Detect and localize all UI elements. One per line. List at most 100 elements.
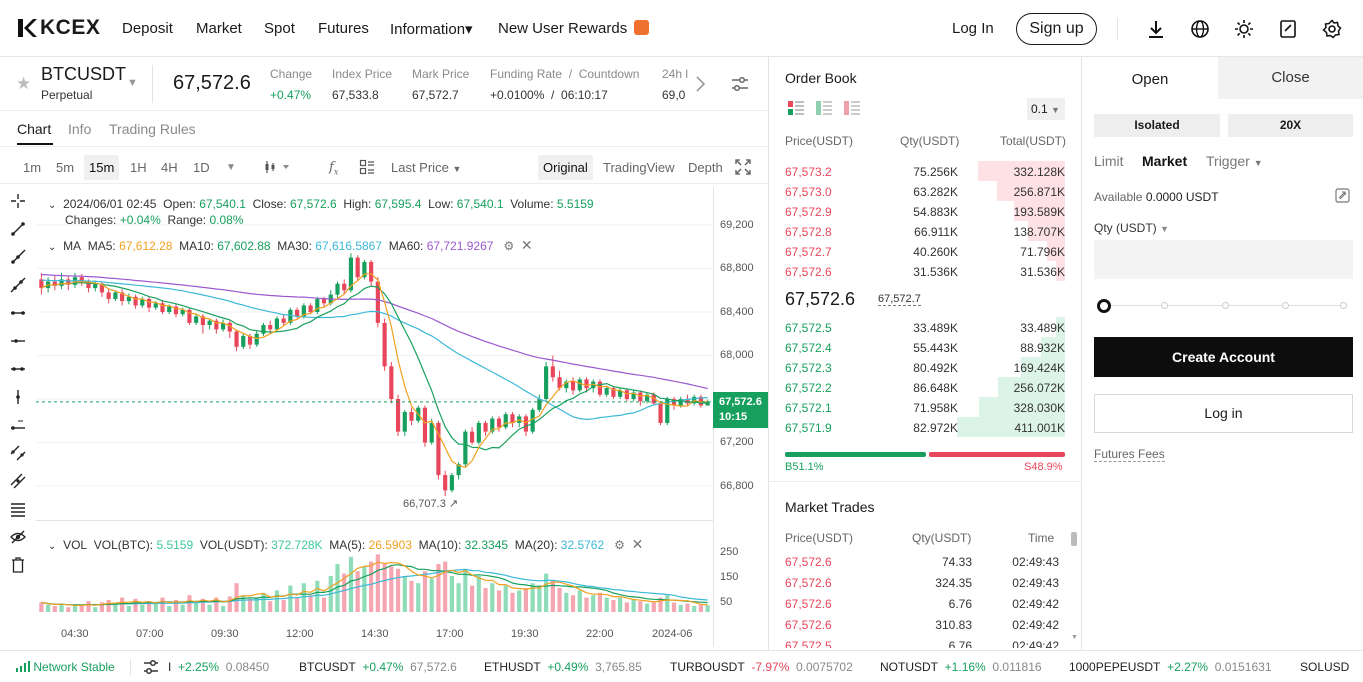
bottom-ticker-item[interactable]: BTCUSDT +0.47% 67,572.6 (299, 660, 457, 674)
bid-row[interactable]: 67,572.3 80.492K 169.424K (785, 357, 1065, 377)
ray-line-icon[interactable] (10, 249, 26, 265)
collapse-vol-icon[interactable]: ⌄ (48, 541, 57, 552)
scroll-right-icon[interactable] (692, 74, 708, 94)
ticker-settings-icon[interactable] (730, 74, 750, 94)
order-type-limit[interactable]: Limit (1094, 153, 1124, 169)
layout-icon[interactable] (359, 159, 375, 175)
tab-info[interactable]: Info (68, 121, 92, 137)
login-button[interactable]: Log in (1094, 394, 1353, 433)
collapse-ma-icon[interactable]: ⌄ (48, 242, 57, 253)
orderbook-view-bids-icon[interactable] (816, 101, 832, 115)
slider-step[interactable] (1282, 302, 1289, 309)
bottom-ticker-item[interactable]: SOLUSD (1300, 660, 1359, 674)
hide-drawings-icon[interactable] (10, 529, 26, 545)
slider-step[interactable] (1340, 302, 1347, 309)
nav-market[interactable]: Market (196, 20, 242, 37)
trend-line-icon[interactable] (10, 221, 26, 237)
horizontal-segment-icon[interactable] (10, 361, 26, 377)
bottom-ticker-item[interactable]: I +2.25% 0.08450 (168, 660, 269, 674)
extended-line-icon[interactable] (10, 277, 26, 293)
vertical-line-icon[interactable] (10, 389, 26, 405)
slider-step[interactable] (1161, 302, 1168, 309)
bottom-ticker-item[interactable]: 1000PEPEUSDT +2.27% 0.0151631 (1069, 660, 1272, 674)
timeframe-1d[interactable]: 1D (193, 160, 210, 175)
tab-close[interactable]: Close (1218, 57, 1363, 99)
ask-row[interactable]: 67,573.2 75.256K 332.128K (785, 161, 1065, 181)
margin-mode-button[interactable]: Isolated (1094, 114, 1220, 137)
parallel-channel-icon[interactable] (10, 445, 26, 461)
timeframe-dropdown-icon[interactable]: ▼ (226, 162, 236, 173)
order-type-trigger[interactable]: Trigger ▼ (1206, 153, 1263, 169)
trades-scrollbar[interactable] (1071, 532, 1077, 546)
bottom-ticker-item[interactable]: ETHUSDT +0.49% 3,765.85 (484, 660, 642, 674)
bid-row[interactable]: 67,572.5 33.489K 33.489K (785, 317, 1065, 337)
theme-sun-icon[interactable] (1233, 18, 1255, 40)
symbol-name[interactable]: BTCUSDT (41, 64, 126, 84)
bid-row[interactable]: 67,572.1 71.958K 328.030K (785, 397, 1065, 417)
indicators-fx-icon[interactable]: fx (329, 160, 339, 177)
slider-step[interactable] (1222, 302, 1229, 309)
fullscreen-icon[interactable] (735, 159, 751, 175)
order-type-market[interactable]: Market (1142, 153, 1188, 169)
nav-deposit[interactable]: Deposit (122, 20, 173, 37)
login-link[interactable]: Log In (952, 20, 994, 37)
timeframe-4h[interactable]: 4H (161, 160, 178, 175)
bottom-ticker-item[interactable]: NOTUSDT +1.16% 0.011816 (880, 660, 1042, 674)
ask-row[interactable]: 67,572.9 54.883K 193.589K (785, 201, 1065, 221)
qty-input[interactable] (1094, 240, 1353, 279)
download-icon[interactable] (1145, 18, 1167, 40)
qty-unit-select[interactable]: Qty (USDT) ▼ (1094, 221, 1169, 235)
view-tradingview[interactable]: TradingView (603, 160, 675, 175)
futures-fees-link[interactable]: Futures Fees (1094, 447, 1165, 462)
ask-row[interactable]: 67,572.6 31.536K 31.536K (785, 261, 1065, 281)
vol-settings-icon[interactable]: ⚙ (614, 538, 625, 552)
ask-row[interactable]: 67,572.8 66.911K 138.707K (785, 221, 1065, 241)
orderbook-view-asks-icon[interactable] (844, 101, 860, 115)
favorite-star-icon[interactable]: ★ (16, 74, 32, 93)
scroll-down-icon[interactable]: ▼ (1071, 634, 1078, 641)
ma-close-icon[interactable]: ✕ (520, 237, 533, 253)
orderbook-view-both-icon[interactable] (788, 101, 804, 115)
price-line-icon[interactable] (10, 417, 26, 433)
ask-row[interactable]: 67,573.0 63.282K 256.871K (785, 181, 1065, 201)
crosshair-icon[interactable] (10, 193, 26, 209)
tab-chart[interactable]: Chart (17, 121, 52, 137)
view-depth[interactable]: Depth (688, 160, 723, 175)
bid-row[interactable]: 67,572.4 55.443K 88.932K (785, 337, 1065, 357)
ma-settings-icon[interactable]: ⚙ (503, 239, 515, 253)
settings-icon[interactable] (1321, 18, 1343, 40)
timeframe-1h[interactable]: 1H (130, 160, 147, 175)
horizontal-line-icon[interactable] (10, 305, 26, 321)
candle-type-icon[interactable] (263, 159, 293, 175)
nav-information[interactable]: Information▾ (390, 21, 473, 38)
nav-new-user-rewards[interactable]: New User Rewards (498, 20, 650, 37)
bid-row[interactable]: 67,572.2 86.648K 256.072K (785, 377, 1065, 397)
nav-futures[interactable]: Futures (318, 20, 369, 37)
bid-row[interactable]: 67,571.9 82.972K 411.001K (785, 417, 1065, 437)
collapse-ohlc-icon[interactable]: ⌄ (48, 200, 57, 211)
leverage-button[interactable]: 20X (1228, 114, 1353, 137)
tab-open[interactable]: Open (1082, 57, 1218, 99)
price-type-select[interactable]: Last Price ▼ (391, 160, 461, 175)
kcex-logo[interactable]: KCEX (16, 16, 100, 40)
vol-close-icon[interactable]: ✕ (631, 536, 644, 552)
slider-handle[interactable] (1097, 299, 1111, 313)
delete-drawings-icon[interactable] (10, 557, 26, 573)
create-account-button[interactable]: Create Account (1094, 337, 1353, 377)
ticker-filter-icon[interactable] (143, 659, 159, 675)
candlestick-chart[interactable] (0, 184, 768, 650)
horizontal-ray-icon[interactable] (10, 333, 26, 349)
precision-select[interactable]: 0.1 ▼ (1027, 98, 1065, 120)
bottom-ticker-item[interactable]: TURBOUSDT -7.97% 0.0075702 (670, 660, 853, 674)
transfer-icon[interactable] (1335, 188, 1350, 203)
notes-icon[interactable] (1277, 18, 1299, 40)
view-original[interactable]: Original (538, 155, 593, 180)
timeframe-5m[interactable]: 5m (56, 160, 75, 175)
signup-button[interactable]: Sign up (1016, 13, 1097, 45)
fibonacci-icon[interactable] (10, 501, 26, 517)
symbol-dropdown-icon[interactable]: ▼ (127, 77, 138, 89)
tab-trading-rules[interactable]: Trading Rules (109, 121, 196, 137)
nav-spot[interactable]: Spot (264, 20, 295, 37)
timeframe-1m[interactable]: 1m (23, 160, 42, 175)
price-channel-icon[interactable] (10, 473, 26, 489)
